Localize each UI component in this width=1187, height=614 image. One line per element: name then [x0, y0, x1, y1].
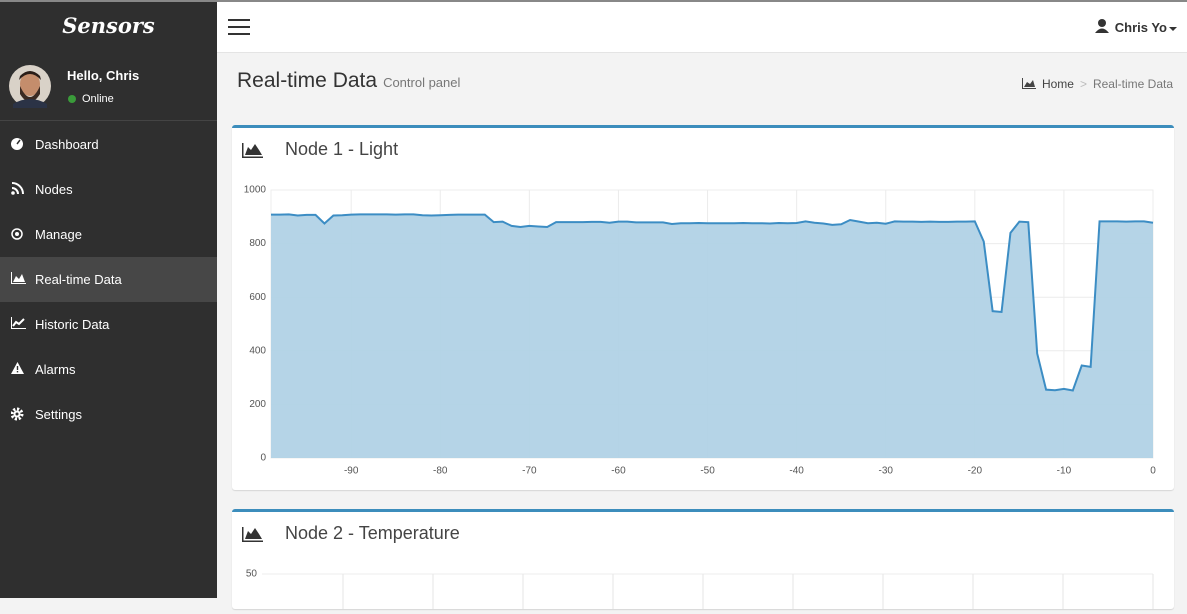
menu-item[interactable]: Real-time Data: [0, 257, 217, 302]
menu-icon: [11, 228, 23, 240]
subtitle: Control panel: [383, 75, 461, 90]
x-tick-label: -70: [522, 466, 537, 477]
y-tick-label: 50: [246, 569, 258, 580]
menu-icon: [11, 272, 26, 284]
y-tick-label: 800: [249, 238, 266, 249]
menu-icon: [11, 317, 26, 329]
breadcrumb: Home > Real-time Data: [1021, 77, 1173, 91]
x-tick-label: -10: [1057, 466, 1072, 477]
menu-label: Manage: [35, 227, 82, 242]
menu-label: Nodes: [35, 182, 73, 197]
crumb-current: Real-time Data: [1092, 77, 1173, 91]
menu-item[interactable]: Dashboard: [0, 122, 217, 167]
chart: Node 1 - Light 0 200 400 600 800 1000 -90 -80 -70…: [242, 139, 1156, 477]
menu-label: Settings: [35, 407, 82, 422]
x-tick-label: -80: [433, 466, 448, 477]
box-title: Node 2 - Temperature: [285, 523, 460, 543]
chart-box: Node 2 - Temperature 50: [232, 509, 1174, 609]
x-tick-label: 0: [1150, 466, 1156, 477]
caret: [1169, 27, 1177, 31]
user-panel: Hello, Chris Online: [0, 60, 217, 121]
chart: Node 2 - Temperature 50: [242, 523, 1154, 609]
box-icon: [242, 143, 263, 158]
menu-icon: [11, 407, 24, 421]
area: [271, 214, 1153, 458]
y-tick-label: 400: [249, 345, 266, 356]
menu-icon: [11, 182, 24, 195]
title: Real-time Data: [237, 69, 378, 92]
status: Online: [82, 93, 114, 105]
x-tick-label: -60: [611, 466, 626, 477]
page-title: Real-time Data Control panel: [237, 69, 460, 93]
menu-label: Dashboard: [35, 137, 99, 152]
line: [271, 213, 1154, 392]
crumb-icon: [1021, 78, 1036, 89]
menu-item[interactable]: Nodes: [0, 167, 217, 212]
topbar: Chris Yo: [217, 2, 1187, 53]
menu-icon: [11, 362, 24, 374]
chart-box: Node 1 - Light 0 200 400 600 800 1000 -90 -80 -70…: [232, 125, 1174, 490]
user-menu[interactable]: Chris Yo: [1094, 19, 1177, 35]
y-tick-label: 0: [260, 453, 266, 464]
menu-item[interactable]: Alarms: [0, 347, 217, 392]
menu-label: Alarms: [35, 362, 76, 377]
menu-item[interactable]: Historic Data: [0, 302, 217, 347]
user-name: Chris Yo: [1114, 20, 1167, 35]
crumb-home[interactable]: Home: [1041, 77, 1074, 91]
menu-icon: [11, 138, 23, 150]
menu-label: Historic Data: [35, 317, 110, 332]
y-tick-label: 600: [249, 292, 266, 303]
menu-toggle[interactable]: [228, 19, 250, 35]
menu-label: Real-time Data: [35, 272, 122, 287]
crumb-separator: >: [1079, 77, 1087, 91]
y-tick-label: 1000: [244, 185, 267, 196]
x-tick-label: -30: [879, 466, 894, 477]
box-title: Node 1 - Light: [285, 139, 398, 159]
menu-item[interactable]: Settings: [0, 392, 217, 437]
x-tick-label: -50: [700, 466, 715, 477]
user-icon: [1094, 19, 1109, 33]
x-tick-label: -20: [968, 466, 983, 477]
x-tick-label: -90: [344, 466, 359, 477]
y-tick-label: 200: [249, 399, 266, 410]
brand[interactable]: Sensors: [62, 13, 155, 38]
greeting: Hello, Chris: [67, 68, 140, 83]
status-dot: [68, 95, 76, 103]
menu-item[interactable]: Manage: [0, 212, 217, 257]
x-tick-label: -40: [789, 466, 804, 477]
menu: Dashboard Nodes Manage Real-time Data Histor…: [0, 122, 217, 437]
box-icon: [242, 527, 263, 542]
sidebar: Sensors Hello, Chris Online Dashboard Nod…: [0, 2, 217, 598]
avatar: [9, 65, 51, 108]
